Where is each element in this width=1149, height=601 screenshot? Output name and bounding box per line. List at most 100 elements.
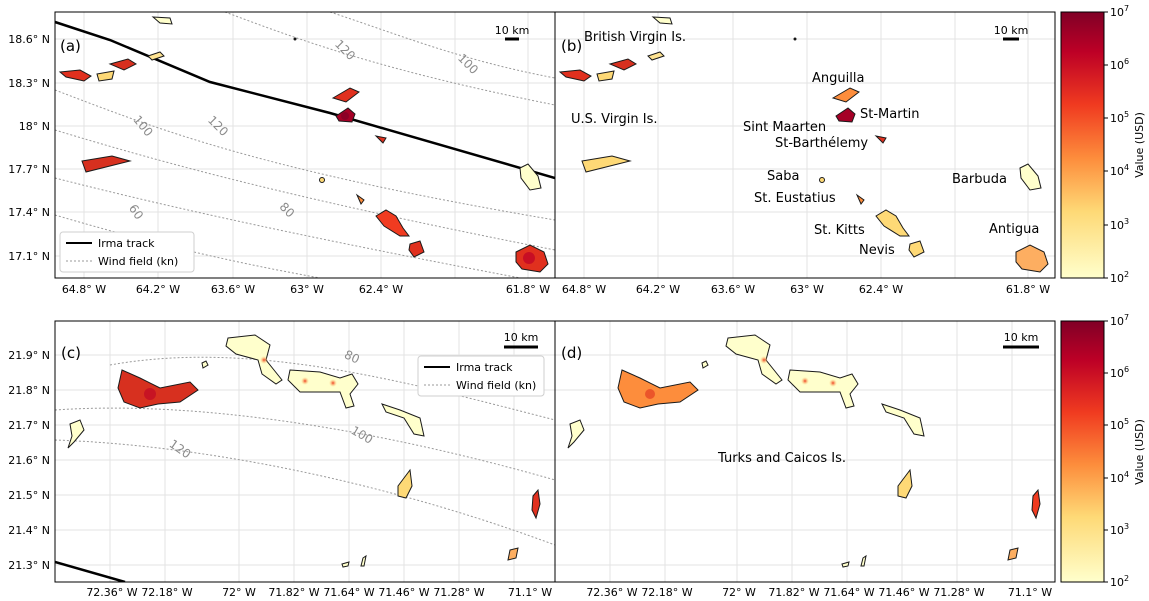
x-tick-label: 62.4° W [859,283,903,296]
scale-bar-d: 10 km [1003,331,1039,349]
panel-a: 120 100 100 120 80 60 [8,11,556,296]
islands [58,16,549,273]
x-tick-label: 71.46° W [878,586,929,599]
scale-bar-label: 10 km [994,24,1029,37]
place-label: U.S. Virgin Is. [571,112,657,127]
colorbar-tick-label: 107 [1110,313,1129,328]
place-label: Nevis [859,243,895,258]
colorbar-tick-label: 104 [1110,163,1129,178]
x-tick-label: 63.6° W [211,283,255,296]
grid-lines [55,321,555,582]
scale-bar-label: 10 km [504,331,539,344]
x-tick-label: 72.36° W [86,586,137,599]
legend-c: Irma track Wind field (kn) [417,355,545,397]
colorbar-tick-label: 102 [1110,574,1129,589]
islands [67,334,541,568]
panel-b: (b) 10 km British Virgin Is. Anguilla U.… [554,11,1056,296]
place-label: Antigua [989,222,1039,237]
scale-bar-b: 10 km [994,24,1029,41]
x-tick-label: 72.36° W [586,586,637,599]
scale-bar-a: 10 km [495,24,530,41]
colorbar-label: Value (USD) [1133,112,1146,178]
y-axis-c: 21.9° N 21.8° N 21.7° N 21.6° N 21.5° N … [8,349,50,572]
wind-contours [55,12,555,278]
y-tick-label: 18.3° N [8,77,50,90]
contour-label: 60 [126,202,146,223]
irma-track [55,20,555,180]
panel-c: 80 100 120 [8,320,556,599]
irma-track [55,560,126,582]
x-tick-label: 71.1° W [1008,586,1052,599]
contour-label: 80 [342,347,362,366]
legend-a: Irma track Wind field (kn) [59,231,195,273]
place-label: Anguilla [812,71,864,86]
grid-lines [555,12,1055,278]
y-tick-label: 21.6° N [8,454,50,467]
contour-label: 100 [349,423,376,447]
place-label: British Virgin Is. [584,30,686,45]
x-tick-label: 72.18° W [141,586,192,599]
island-hotspots [341,112,535,264]
place-label: St-Martin [860,107,920,122]
place-labels: British Virgin Is. Anguilla U.S. Virgin … [571,30,1039,258]
panel-c-letter: (c) [61,344,81,362]
panel-b-frame [554,11,1056,279]
x-tick-label: 72° W [722,586,756,599]
islands [567,334,1041,568]
colorbar-bottom: 107 106 105 104 103 102 Value (USD) [1060,313,1146,589]
colorbar-tick-label: 106 [1110,365,1129,380]
panel-d: (d) 10 km Turks and Caicos Is. 72.36° W … [554,320,1056,599]
y-tick-label: 21.9° N [8,349,50,362]
colorbar-tick-label: 103 [1110,522,1129,537]
contour-label: 100 [455,51,481,77]
x-tick-label: 71.82° W [768,586,819,599]
scale-bar-label: 10 km [495,24,530,37]
legend-track-label: Irma track [98,237,155,250]
place-label: Sint Maarten [743,120,826,135]
contour-label: 80 [277,200,298,221]
x-tick-label: 63° W [290,283,324,296]
x-tick-label: 71.82° W [268,586,319,599]
y-tick-label: 21.3° N [8,559,50,572]
x-axis-d: 72.36° W 72.18° W 72° W 71.82° W 71.64° … [586,586,1052,599]
y-tick-label: 18° N [19,120,50,133]
contour-label: 120 [332,37,358,63]
colorbar-gradient [1060,11,1105,279]
x-tick-label: 61.8° W [1006,283,1050,296]
x-tick-label: 64.2° W [636,283,680,296]
y-tick-label: 17.4° N [8,206,50,219]
colorbar-tick-label: 103 [1110,217,1129,232]
contour-label: 120 [205,113,231,139]
x-tick-label: 71.28° W [433,586,484,599]
place-label: Turks and Caicos Is. [717,451,846,466]
colorbar-tick-label: 105 [1110,110,1129,125]
x-tick-label: 72° W [222,586,256,599]
legend-wind-label: Wind field (kn) [456,379,536,392]
x-tick-label: 62.4° W [359,283,403,296]
scale-bar-label: 10 km [1004,331,1039,344]
contour-label: 100 [130,113,155,140]
colorbar-tick-label: 107 [1110,4,1129,19]
place-label: St. Eustatius [754,191,836,206]
y-axis-a: 18.6° N 18.3° N 18° N 17.7° N 17.4° N 17… [8,33,50,263]
contour-labels: 120 100 100 120 80 60 [126,37,481,222]
colorbar-tick-label: 104 [1110,470,1129,485]
y-tick-label: 21.7° N [8,419,50,432]
x-tick-label: 71.28° W [933,586,984,599]
place-label: Saba [767,169,799,184]
x-tick-label: 71.46° W [378,586,429,599]
y-tick-label: 21.4° N [8,524,50,537]
panel-d-letter: (d) [561,344,582,362]
y-tick-label: 21.8° N [8,384,50,397]
x-axis-b: 64.8° W 64.2° W 63.6° W 63° W 62.4° W 61… [562,283,1050,296]
place-label: Barbuda [952,172,1007,187]
wind-contours [55,356,555,546]
x-axis-c: 72.36° W 72.18° W 72° W 71.82° W 71.64° … [86,586,552,599]
colorbar-tick-label: 105 [1110,417,1129,432]
x-tick-label: 64.2° W [136,283,180,296]
legend-wind-label: Wind field (kn) [98,255,178,268]
x-tick-label: 61.8° W [506,283,550,296]
place-label: St. Kitts [814,223,865,238]
x-tick-label: 71.64° W [823,586,874,599]
